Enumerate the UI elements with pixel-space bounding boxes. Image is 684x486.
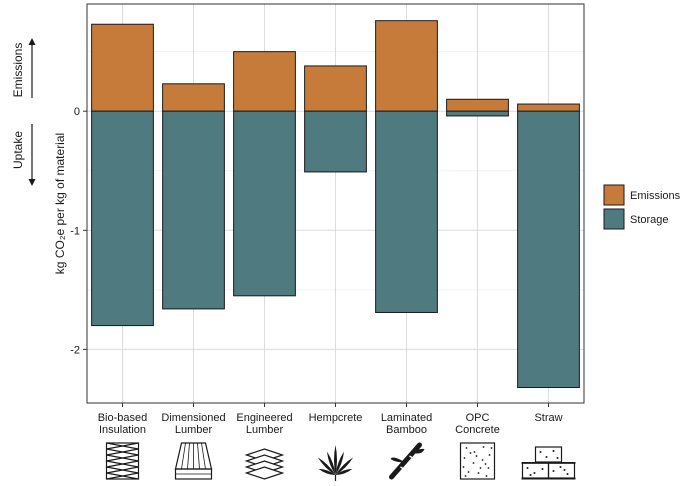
y-axis-title: kg CO₂e per kg of material: [53, 133, 67, 274]
x-tick-label: Hempcrete: [309, 412, 363, 424]
arrow-down-head: [28, 179, 36, 186]
bar-storage-3: [304, 110, 367, 173]
y-axis: 0 -1 -2: [70, 106, 87, 356]
legend: Emissions Storage: [603, 184, 681, 230]
bar-emissions-4: [375, 20, 438, 112]
bar-emissions-1: [162, 83, 225, 112]
bar-emissions-5: [446, 98, 509, 112]
side-annotation: Emissions Uptake: [11, 38, 36, 186]
category-icons: [105, 442, 576, 481]
legend-label-emissions: Emissions: [630, 190, 681, 202]
legend-swatch-emissions: [603, 184, 625, 206]
insulation-icon: [105, 442, 140, 480]
y-tick-label: -1: [70, 225, 80, 237]
bars: [91, 20, 580, 389]
x-tick-label: Bio-based Insulation: [98, 412, 148, 436]
bamboo-icon: [389, 442, 425, 480]
x-tick-label: Laminated Bamboo: [381, 412, 432, 436]
bar-storage-0: [91, 110, 154, 327]
legend-label-storage: Storage: [630, 214, 669, 226]
side-label-uptake: Uptake: [11, 131, 25, 169]
x-tick-label: OPC Concrete: [455, 412, 500, 436]
engineered-lumber-icon: [244, 448, 285, 480]
y-tick-label: 0: [74, 106, 80, 118]
side-label-emissions: Emissions: [11, 43, 25, 98]
lumber-icon: [174, 442, 213, 480]
arrow-up-head: [28, 38, 36, 45]
bar-storage-5: [446, 110, 509, 117]
x-tick-label: Dimensioned Lumber: [161, 412, 225, 436]
concrete-icon: [459, 442, 496, 480]
y-tick-label: -2: [70, 344, 80, 356]
straw-bale-icon: [521, 446, 576, 480]
x-tick-label: Engineered Lumber: [236, 412, 292, 436]
x-tick-label: Straw: [534, 412, 562, 424]
bar-storage-4: [375, 110, 438, 313]
bar-emissions-2: [233, 51, 296, 112]
bar-storage-1: [162, 110, 225, 310]
hemp-leaf-icon: [317, 445, 354, 481]
bar-emissions-3: [304, 65, 367, 112]
bar-emissions-6: [517, 103, 580, 112]
bar-storage-2: [233, 110, 296, 297]
bar-emissions-0: [91, 23, 154, 112]
legend-swatch-storage: [603, 208, 625, 230]
bar-storage-6: [517, 110, 580, 389]
x-tick-labels: Bio-based Insulation Dimensioned Lumber Engi…: [98, 412, 563, 436]
